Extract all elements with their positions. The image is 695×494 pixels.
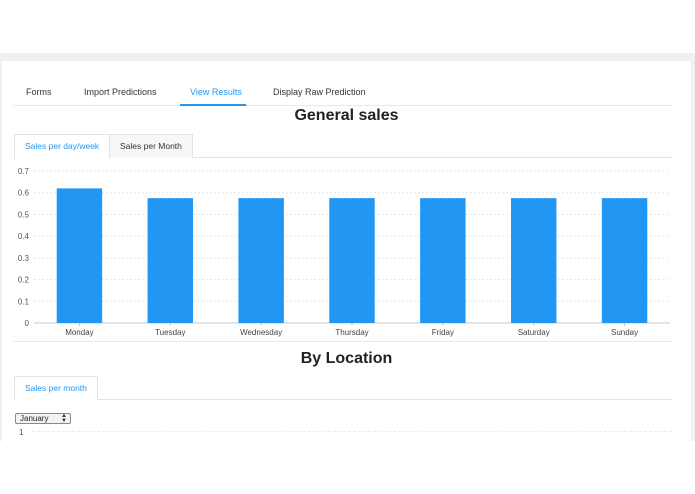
- x-tick-label: Saturday: [518, 328, 550, 337]
- y-tick-label: 0.7: [18, 167, 30, 176]
- month-select-value: January: [20, 414, 49, 423]
- y-tick-label: 0.1: [18, 297, 30, 306]
- by-location-title: By Location: [300, 350, 393, 367]
- page-background: Forms Import Predictions View Results Di…: [0, 53, 695, 441]
- bar-sunday: [601, 198, 648, 323]
- x-tick-label: Thursday: [335, 328, 368, 337]
- tab-import-predictions[interactable]: Import Predictions: [84, 87, 157, 97]
- general-sales-tabs: Sales per day/week Sales per Month: [14, 134, 672, 159]
- general-sales-title: General sales: [294, 107, 399, 124]
- location-chart-tick: 1: [19, 428, 24, 437]
- tab-sales-per-day-week[interactable]: Sales per day/week: [14, 134, 111, 159]
- sales-bar-chart: 0 0.1 0.2 0.3 0.4 0.5 0.6 0.7 Monday Tuesday Wedne…: [18, 167, 670, 337]
- tab-sales-per-month[interactable]: Sales per Month: [109, 134, 193, 158]
- location-chart-gridline: [32, 431, 672, 432]
- bar-friday: [420, 198, 466, 323]
- y-tick-label: 0.5: [18, 210, 30, 219]
- bar-saturday: [511, 198, 557, 323]
- tab-display-raw-prediction[interactable]: Display Raw Prediction: [273, 87, 366, 97]
- y-tick-label: 0.4: [18, 232, 30, 241]
- bar-wednesday: [238, 198, 284, 323]
- bar-tuesday: [147, 198, 193, 323]
- section-divider: [14, 341, 672, 342]
- tab-view-results[interactable]: View Results: [190, 87, 242, 97]
- x-tick-label: Monday: [65, 328, 93, 337]
- location-tabs: Sales per month: [14, 376, 672, 401]
- x-tick-label: Wednesday: [240, 328, 282, 337]
- main-tabs: Forms Import Predictions View Results Di…: [14, 75, 672, 106]
- month-select[interactable]: January ▲ ▼: [15, 413, 71, 424]
- x-tick-label: Sunday: [611, 328, 638, 337]
- x-tick-label: Tuesday: [155, 328, 185, 337]
- tab-location-sales-per-month[interactable]: Sales per month: [14, 376, 98, 401]
- y-tick-label: 0.2: [18, 276, 30, 285]
- results-card: Forms Import Predictions View Results Di…: [2, 61, 691, 441]
- active-tab-indicator: [180, 104, 246, 106]
- y-tick-label: 0: [25, 319, 30, 328]
- x-tick-label: Friday: [432, 328, 454, 337]
- bar-thursday: [329, 198, 375, 323]
- y-tick-label: 0.6: [18, 189, 30, 198]
- bar-monday: [56, 188, 103, 323]
- y-tick-label: 0.3: [18, 254, 30, 263]
- tab-forms[interactable]: Forms: [26, 87, 52, 97]
- select-arrows-icon: ▲ ▼: [61, 413, 67, 424]
